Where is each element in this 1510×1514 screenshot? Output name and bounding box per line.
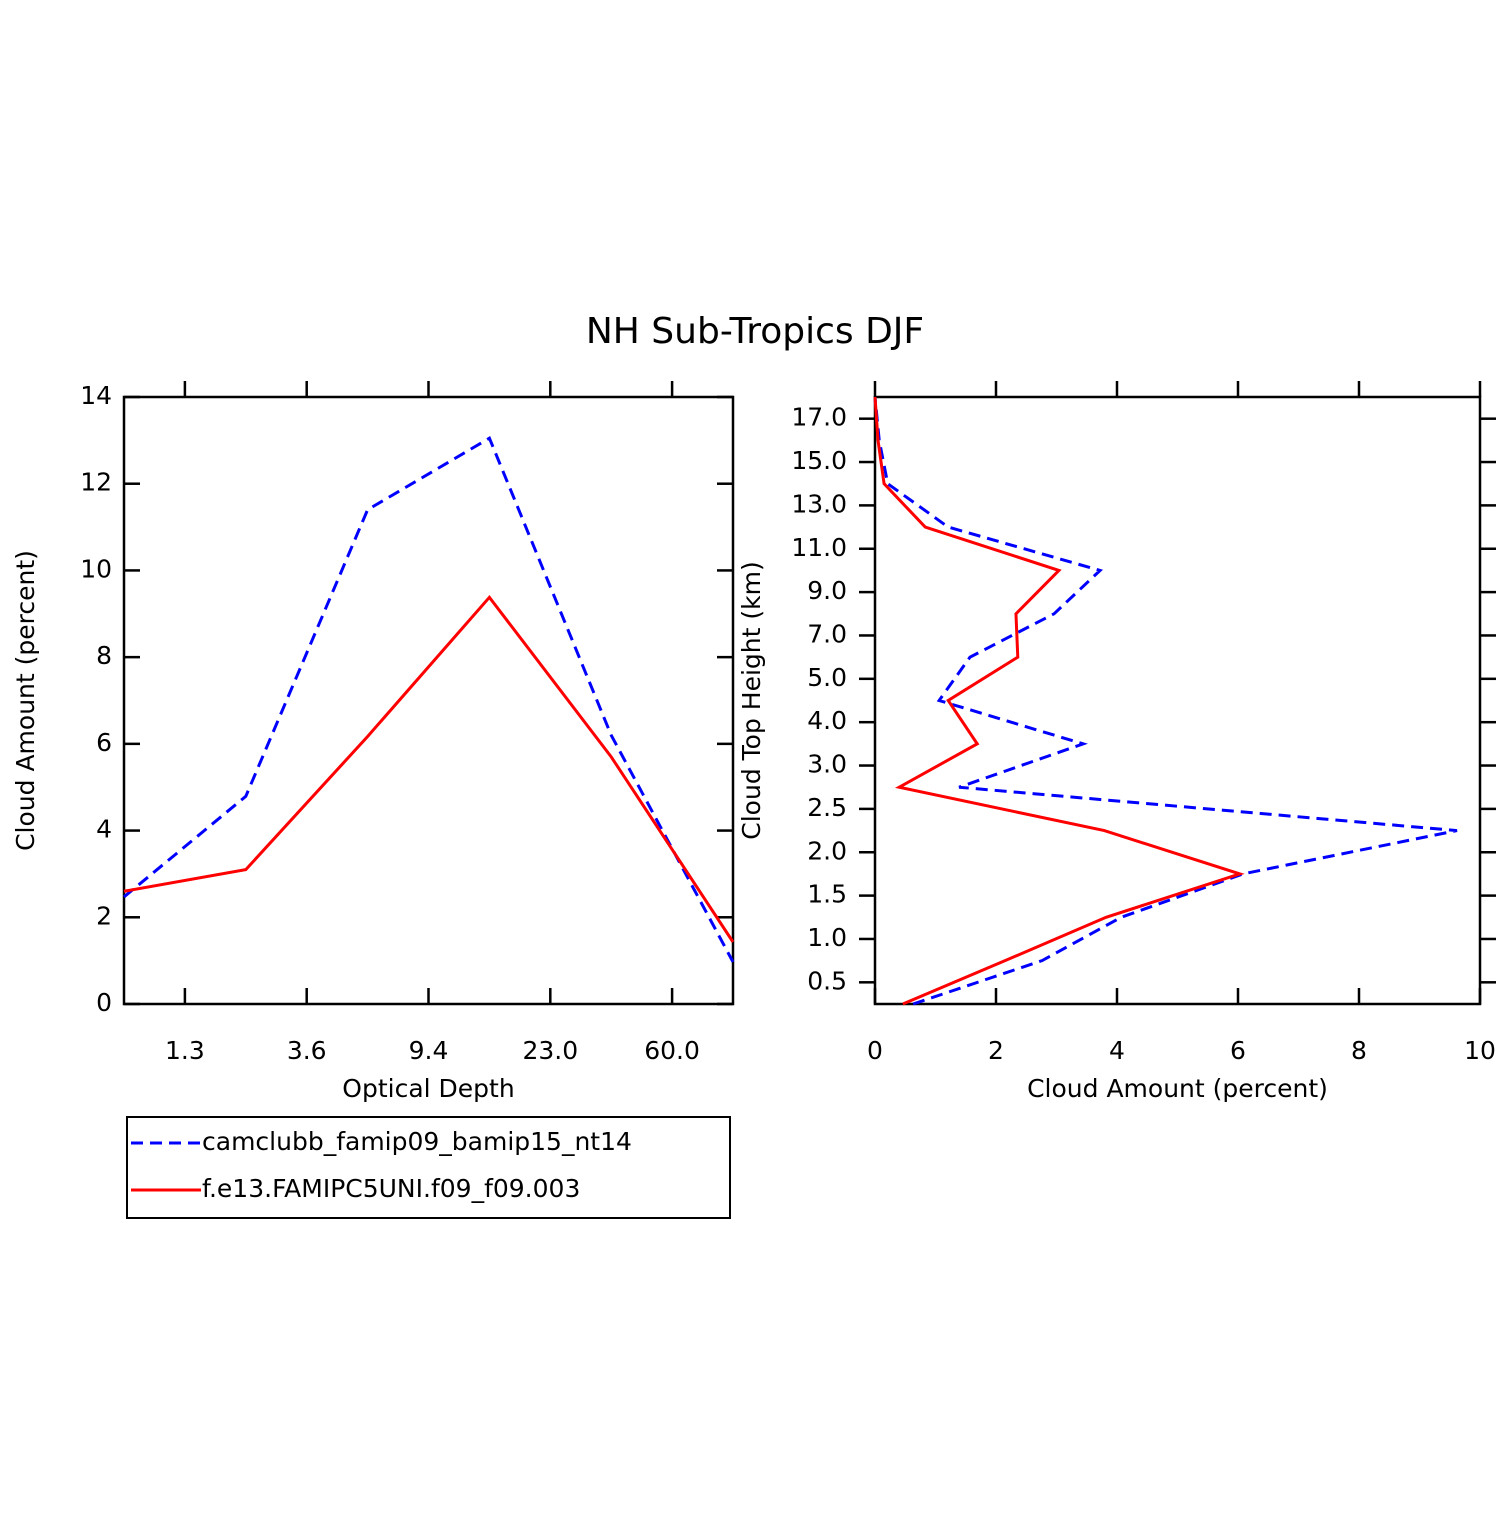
y-tick-label: 13.0 xyxy=(791,489,847,518)
y-tick-label: 15.0 xyxy=(791,446,847,475)
legend-label: camclubb_famip09_bamip15_nt14 xyxy=(202,1127,632,1156)
y-tick-label: 17.0 xyxy=(791,403,847,432)
x-axis-label: Optical Depth xyxy=(342,1074,514,1103)
x-tick-label: 3.6 xyxy=(287,1036,327,1065)
x-tick-label: 23.0 xyxy=(522,1036,578,1065)
legend-box xyxy=(126,1116,731,1219)
x-tick-label: 10 xyxy=(1464,1036,1496,1065)
x-tick-label: 6 xyxy=(1230,1036,1246,1065)
y-axis-label: Cloud Top Height (km) xyxy=(737,561,766,839)
plot-frame xyxy=(873,395,1482,1006)
y-tick-label: 1.0 xyxy=(807,923,847,952)
y-tick-label: 2 xyxy=(96,901,112,930)
x-tick-label: 8 xyxy=(1351,1036,1367,1065)
y-tick-label: 12 xyxy=(80,468,112,497)
x-tick-label: 1.3 xyxy=(165,1036,205,1065)
y-tick-label: 1.5 xyxy=(807,880,847,909)
series-line xyxy=(123,436,735,963)
series-line xyxy=(873,396,1458,1006)
y-tick-label: 0.5 xyxy=(807,966,847,995)
y-tick-label: 3.0 xyxy=(807,750,847,779)
series-line xyxy=(873,396,1245,1006)
y-tick-label: 14 xyxy=(80,381,112,410)
y-tick-label: 6 xyxy=(96,728,112,757)
x-tick-label: 4 xyxy=(1109,1036,1125,1065)
y-tick-label: 4.0 xyxy=(807,706,847,735)
y-tick-label: 10 xyxy=(80,554,112,583)
series-line xyxy=(123,594,735,943)
y-tick-label: 4 xyxy=(96,815,112,844)
y-tick-label: 9.0 xyxy=(807,576,847,605)
x-tick-label: 60.0 xyxy=(644,1036,700,1065)
y-tick-label: 7.0 xyxy=(807,619,847,648)
y-tick-label: 2.0 xyxy=(807,836,847,865)
x-tick-label: 0 xyxy=(867,1036,883,1065)
y-tick-label: 5.0 xyxy=(807,663,847,692)
y-axis-label: Cloud Amount (percent) xyxy=(11,550,40,851)
y-tick-label: 2.5 xyxy=(807,793,847,822)
x-tick-label: 2 xyxy=(988,1036,1004,1065)
x-tick-label: 9.4 xyxy=(409,1036,449,1065)
y-tick-label: 0 xyxy=(96,988,112,1017)
x-axis-label: Cloud Amount (percent) xyxy=(1027,1074,1328,1103)
legend-label: f.e13.FAMIPC5UNI.f09_f09.003 xyxy=(202,1174,580,1203)
y-tick-label: 11.0 xyxy=(791,533,847,562)
figure-title: NH Sub-Tropics DJF xyxy=(586,311,924,352)
y-tick-label: 8 xyxy=(96,641,112,670)
